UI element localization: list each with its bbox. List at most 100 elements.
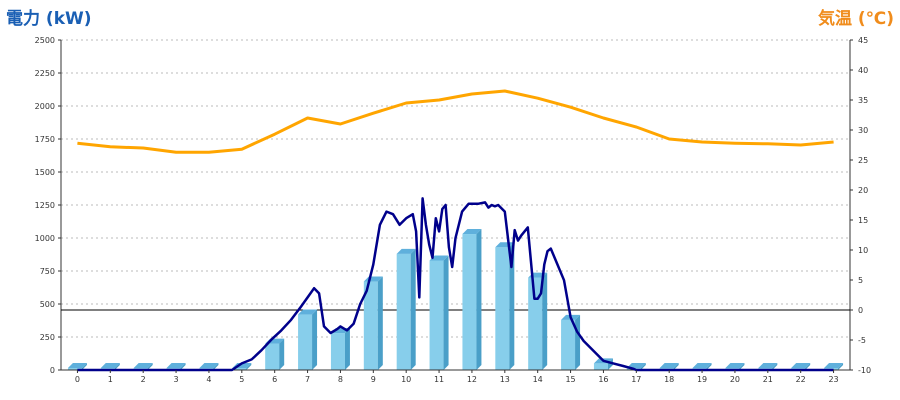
x-tick-label: 15	[565, 375, 575, 384]
bar-side	[575, 314, 581, 370]
bar-side	[147, 363, 153, 370]
bar-side	[213, 363, 219, 370]
right-axis-title: 気温 (℃)	[817, 9, 894, 29]
x-tick-label: 19	[697, 375, 707, 384]
bar	[67, 368, 82, 370]
x-tick-label: 14	[533, 375, 543, 384]
bar-side	[443, 255, 449, 370]
x-tick-label: 1	[108, 375, 113, 384]
bar-side	[805, 363, 811, 370]
bar-side	[180, 363, 186, 370]
x-tick-label: 2	[141, 375, 146, 384]
x-tick-label: 6	[272, 375, 277, 384]
x-tick-label: 10	[401, 375, 411, 384]
bar-side	[673, 363, 679, 370]
x-tick-label: 20	[730, 375, 740, 384]
left-tick-label: 2250	[35, 69, 55, 78]
bar	[363, 281, 378, 370]
x-tick-label: 0	[75, 375, 80, 384]
left-tick-label: 1250	[35, 201, 55, 210]
bar-top	[462, 229, 482, 235]
right-tick-label: 35	[858, 96, 868, 105]
bar-top	[626, 363, 646, 368]
power-line	[77, 197, 834, 372]
bar-side	[114, 363, 120, 370]
x-tick-label: 5	[239, 375, 244, 384]
bar	[330, 333, 345, 370]
bar-top	[298, 309, 318, 315]
bar-top	[725, 363, 745, 368]
left-tick-label: 250	[40, 333, 55, 342]
right-tick-label: -10	[858, 366, 871, 375]
bar-top	[791, 363, 811, 368]
right-tick-label: 5	[858, 276, 863, 285]
left-tick-label: 1750	[35, 135, 55, 144]
x-tick-label: 16	[598, 375, 608, 384]
x-tick-label: 22	[796, 375, 806, 384]
x-tick-label: 13	[500, 375, 510, 384]
bar-top	[758, 363, 778, 368]
bar-side	[246, 363, 252, 370]
bar-top	[199, 363, 219, 368]
bar-top	[824, 363, 844, 368]
bar-side	[509, 242, 515, 370]
bar	[232, 368, 247, 370]
bar	[396, 253, 411, 370]
left-tick-label: 1500	[35, 168, 55, 177]
bar-side	[377, 276, 383, 370]
bar-side	[542, 272, 548, 370]
right-tick-label: 15	[858, 216, 868, 225]
right-tick-label: 45	[858, 36, 868, 45]
temperature-line	[77, 89, 834, 154]
bar-side	[772, 363, 778, 370]
left-tick-label: 500	[40, 300, 55, 309]
right-tick-label: 40	[858, 66, 868, 75]
bar-side	[640, 363, 646, 370]
left-tick-label: 0	[50, 366, 55, 375]
x-tick-label: 11	[434, 375, 444, 384]
left-axis-title: 電力 (kW)	[6, 9, 92, 29]
x-tick-label: 8	[338, 375, 343, 384]
right-tick-label: 0	[858, 306, 863, 315]
bar-side	[81, 363, 87, 370]
x-tick-label: 4	[206, 375, 211, 384]
bar	[429, 260, 444, 370]
x-tick-label: 23	[828, 375, 838, 384]
left-tick-label: 1000	[35, 234, 55, 243]
bar-top	[133, 363, 153, 368]
bar-side	[410, 248, 416, 370]
bar-side	[312, 309, 318, 370]
bar-side	[279, 338, 285, 370]
x-tick-label: 12	[467, 375, 477, 384]
left-tick-label: 2500	[35, 36, 55, 45]
bar-top	[429, 255, 449, 261]
bar-side	[344, 328, 350, 370]
bar-side	[739, 363, 745, 370]
right-tick-label: 20	[858, 186, 868, 195]
bar	[462, 234, 477, 370]
bar-top	[166, 363, 186, 368]
x-tick-label: 3	[174, 375, 179, 384]
left-tick-label: 750	[40, 267, 55, 276]
bar-top	[396, 248, 416, 254]
bar-side	[706, 363, 712, 370]
right-tick-label: -5	[858, 336, 866, 345]
bar-top	[67, 363, 87, 368]
x-tick-label: 9	[371, 375, 376, 384]
right-tick-label: 25	[858, 156, 868, 165]
x-tick-label: 7	[305, 375, 310, 384]
bar	[593, 363, 608, 370]
bar	[495, 247, 510, 370]
left-tick-label: 2000	[35, 102, 55, 111]
bar-top	[100, 363, 120, 368]
bar	[528, 277, 543, 370]
right-tick-label: 10	[858, 246, 868, 255]
bar-side	[838, 363, 844, 370]
x-tick-label: 17	[631, 375, 641, 384]
right-tick-label: 30	[858, 126, 868, 135]
bar-side	[476, 229, 482, 370]
bar	[298, 314, 313, 370]
bar-top	[692, 363, 712, 368]
bar-top	[659, 363, 679, 368]
